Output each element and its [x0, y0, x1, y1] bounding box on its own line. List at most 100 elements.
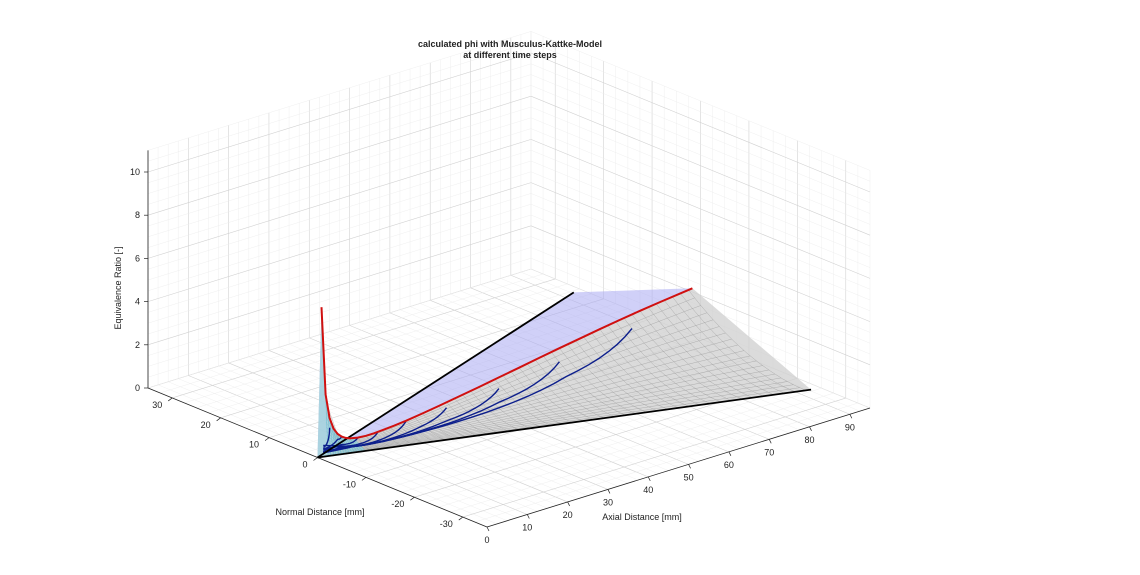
grid-line-side-wall [530, 150, 871, 290]
mesh-line [599, 329, 690, 407]
mesh-line [454, 398, 499, 433]
grid-line-back-wall [147, 204, 532, 324]
mesh-line [647, 307, 753, 398]
mesh-line [615, 321, 711, 404]
mesh-line [607, 325, 700, 406]
spray-edge-line [317, 291, 575, 459]
mesh-line [510, 371, 573, 423]
mesh-line [406, 420, 435, 442]
grid-line-back-wall [147, 193, 532, 313]
grid-line-side-wall [530, 95, 871, 236]
mesh-line [326, 355, 751, 449]
grid-line-back-wall [147, 52, 532, 173]
x-tick-mark [486, 526, 490, 532]
x-tick-mark [567, 501, 570, 507]
grid-line-side-wall [530, 117, 871, 257]
final-profile-curve [320, 287, 693, 440]
mesh-line [575, 340, 658, 411]
mesh-line [333, 428, 339, 455]
grid-line-side-wall [530, 52, 871, 193]
z-tick-label: 10 [130, 167, 140, 177]
mesh-line [639, 310, 743, 400]
x-axis-line [486, 407, 871, 528]
grid-line-back-wall [147, 117, 532, 237]
grid-line-back-wall [147, 171, 532, 291]
x-tick-mark [527, 514, 530, 519]
y-tick-label: 30 [152, 400, 162, 410]
mesh-line [325, 312, 707, 442]
grid-line-floor [450, 392, 834, 513]
mesh-line [494, 379, 552, 426]
y-tick-mark [168, 397, 173, 402]
grid-line-side-wall [530, 42, 871, 182]
x-tick-mark [647, 476, 651, 482]
time-step-curve [323, 328, 633, 448]
grid-line-side-wall [530, 128, 871, 268]
mesh-line [551, 351, 626, 416]
y-tick-mark [458, 516, 463, 521]
grid-line-floor [160, 273, 544, 394]
grid-line-side-wall [530, 204, 871, 344]
y-tick-mark [361, 477, 367, 481]
time-step-curve [323, 407, 448, 454]
mesh-line [680, 293, 796, 392]
x-axis-label: Axial Distance [mm] [602, 512, 682, 522]
x-tick-label: 70 [764, 447, 774, 457]
grid-line-side-wall [530, 31, 871, 171]
y-tick-label: -10 [343, 479, 356, 489]
grid-line-floor [474, 402, 858, 523]
mesh-line [535, 359, 605, 419]
grid-line-back-wall [147, 31, 532, 151]
grid-line-back-wall [147, 160, 532, 281]
grid-line-floor [208, 293, 592, 414]
x-tick-label: 30 [603, 497, 613, 507]
mesh-line [526, 363, 594, 420]
grid-line-side-wall [530, 193, 871, 333]
mesh-line [438, 405, 477, 436]
y-tick-mark [264, 437, 270, 441]
grid-line-back-wall [147, 106, 532, 227]
mesh-line [325, 305, 701, 441]
mesh-line [478, 386, 530, 429]
y-tick-mark [216, 417, 221, 422]
x-tick-mark [849, 414, 853, 419]
x-tick-label: 20 [563, 510, 573, 520]
mesh-line [327, 377, 782, 454]
z-tick-label: 0 [135, 383, 140, 393]
mesh-line [672, 296, 785, 394]
grid-line-side-wall [530, 74, 871, 214]
core-line [335, 431, 342, 455]
grid-line-floor [438, 387, 822, 508]
mesh-line [502, 375, 562, 425]
grid-line-back-wall [147, 214, 532, 335]
y-tick-label: -30 [440, 519, 453, 529]
mesh-line [591, 332, 679, 409]
spray-edge-line [317, 388, 812, 459]
grid-line-back-wall [147, 150, 532, 270]
mesh-line [688, 289, 806, 391]
grid-line-back-wall [147, 63, 532, 183]
grid-line-side-wall [530, 171, 871, 311]
time-step-curve [323, 427, 331, 448]
mesh-line [631, 314, 732, 401]
mesh-line [664, 300, 774, 395]
mesh-line [327, 365, 763, 451]
mesh-line [326, 338, 732, 446]
mesh-line [422, 413, 456, 439]
grid-line-side-wall [530, 160, 871, 301]
mesh-line [583, 336, 668, 410]
y-tick-label: 0 [302, 460, 307, 470]
z-tick-label: 2 [135, 340, 140, 350]
grid-line-back-wall [147, 74, 532, 194]
grid-line-floor [184, 283, 568, 404]
mesh-line [326, 360, 757, 450]
x-tick-label: 50 [684, 472, 694, 482]
grid-line-back-wall [147, 139, 532, 259]
grid-line-back-wall [147, 247, 532, 367]
x-tick-label: 10 [522, 522, 532, 532]
x-tick-label: 90 [845, 422, 855, 432]
y-tick-label: -20 [391, 499, 404, 509]
y-tick-mark [313, 457, 318, 461]
mesh-line [518, 367, 583, 422]
grey-mesh-surface [317, 288, 812, 458]
